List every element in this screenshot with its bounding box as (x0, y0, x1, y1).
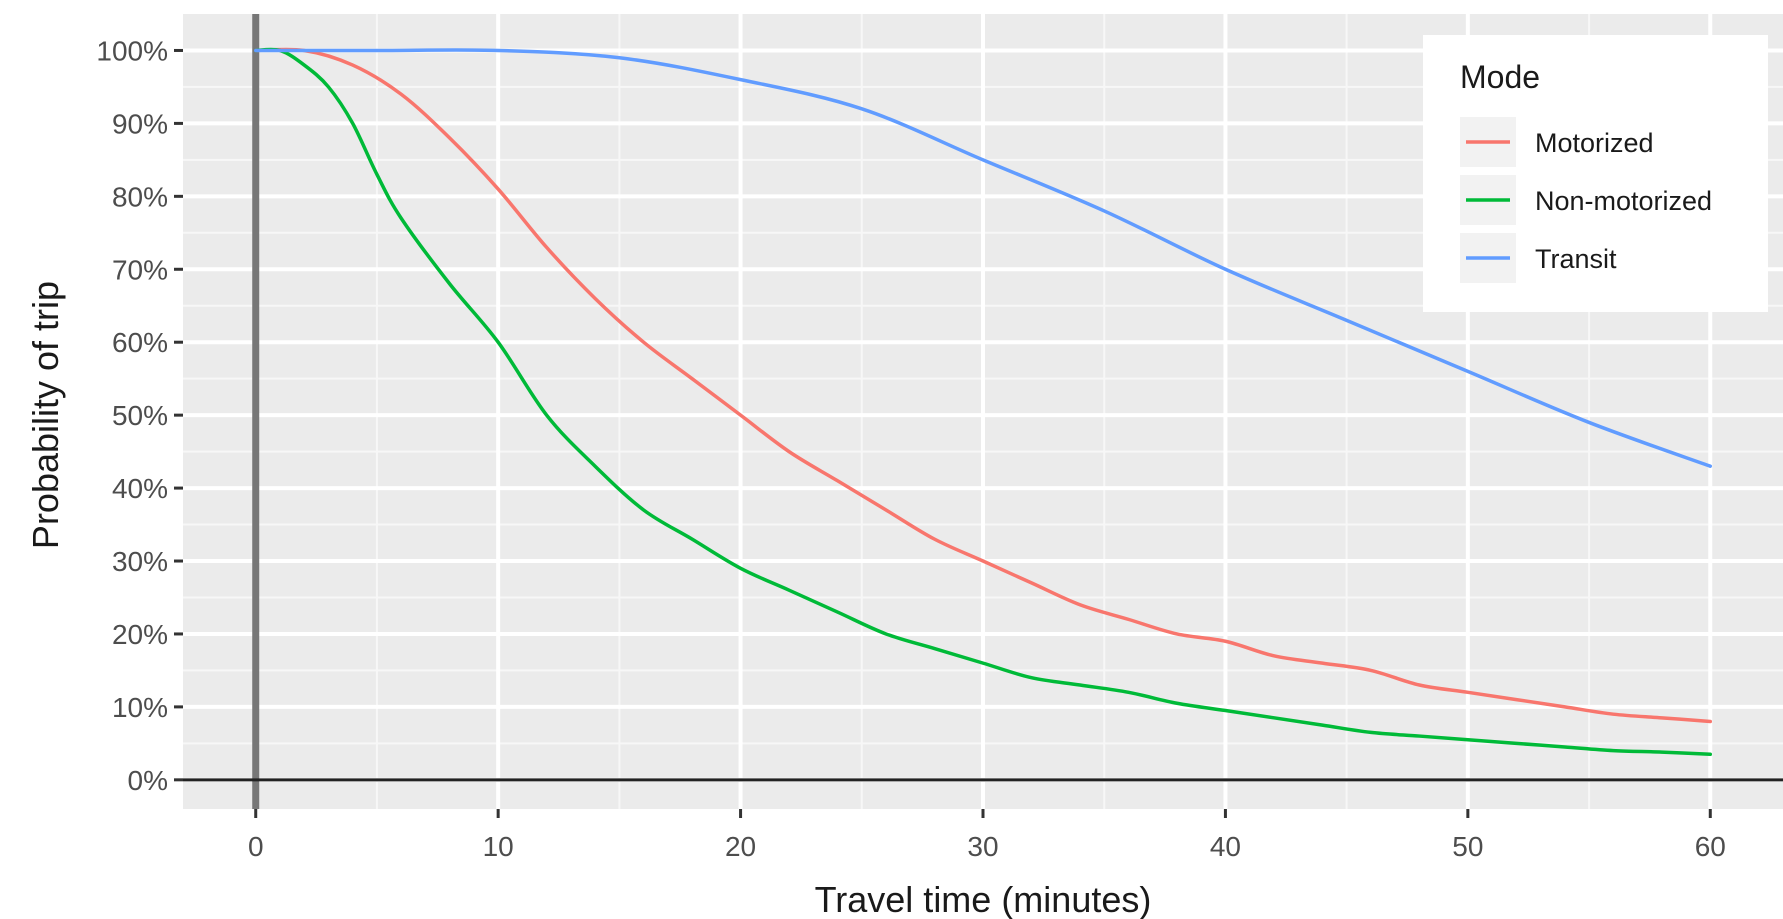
y-tick-label: 50% (112, 400, 168, 431)
x-axis-ticks: 0 10 20 30 40 50 60 (248, 809, 1726, 862)
reference-lines (183, 14, 1783, 809)
legend-items: Motorized Non-motorized Transit (1460, 117, 1712, 283)
x-axis-title: Travel time (minutes) (815, 879, 1152, 919)
x-tick-label: 0 (248, 831, 264, 862)
x-tick-label: 60 (1695, 831, 1726, 862)
y-tick-label: 20% (112, 619, 168, 650)
y-axis-title: Probability of trip (25, 281, 66, 549)
legend-label-non-motorized: Non-motorized (1535, 186, 1712, 216)
series-line-non-motorized (253, 47, 1713, 757)
y-tick-label: 60% (112, 327, 168, 358)
x-tick-label: 30 (967, 831, 998, 862)
legend-label-transit: Transit (1535, 244, 1617, 274)
x-tick-label: 50 (1452, 831, 1483, 862)
x-tick-label: 10 (483, 831, 514, 862)
y-tick-label: 0% (128, 765, 168, 796)
y-tick-label: 70% (112, 254, 168, 285)
y-tick-label: 80% (112, 181, 168, 212)
y-tick-label: 100% (96, 35, 168, 66)
legend-title: Mode (1460, 59, 1540, 95)
y-tick-label: 40% (112, 473, 168, 504)
series-line-transit (253, 48, 1713, 468)
legend: Mode Motorized Non-motorized Transit (1423, 35, 1768, 312)
y-tick-label: 30% (112, 546, 168, 577)
y-axis-ticks: 0% 10% 20% 30% 40% 50% 60% 70% 80% 90% 100% (96, 35, 183, 796)
x-tick-label: 20 (725, 831, 756, 862)
series-line-motorized (253, 47, 1713, 724)
x-tick-label: 40 (1210, 831, 1241, 862)
y-tick-label: 90% (112, 108, 168, 139)
series-lines (253, 47, 1713, 757)
legend-label-motorized: Motorized (1535, 128, 1654, 158)
y-tick-label: 10% (112, 692, 168, 723)
